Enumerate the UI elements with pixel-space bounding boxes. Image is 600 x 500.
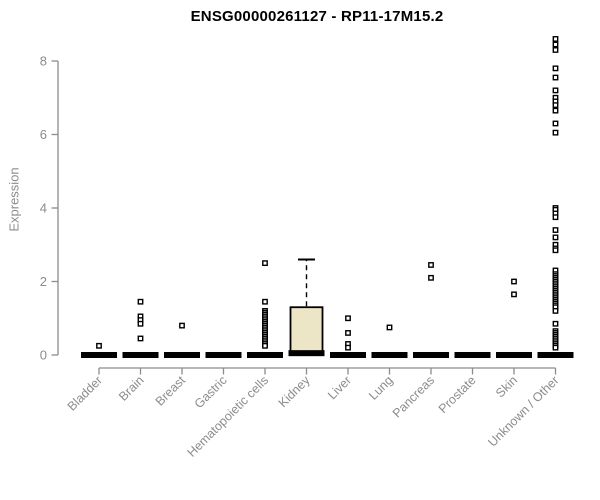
y-tick-label: 8: [40, 54, 47, 69]
outlier-point: [345, 330, 351, 336]
outlier-point: [552, 308, 559, 314]
outlier-point: [552, 120, 559, 127]
x-tick-label: Lung: [366, 373, 396, 403]
median-liver: [330, 352, 366, 358]
x-tick-label: Unknown / Other: [485, 373, 561, 449]
outlier-point: [137, 298, 144, 305]
outlier-point: [552, 227, 559, 233]
outlier-point: [262, 298, 268, 305]
median-skin: [496, 352, 532, 358]
outlier-point: [552, 65, 559, 72]
outlier-point: [386, 324, 393, 331]
y-tick-label: 6: [40, 127, 47, 142]
outlier-point: [428, 274, 434, 281]
x-tick-label: Pancreas: [390, 373, 437, 420]
outlier-point: [262, 260, 268, 267]
x-tick-label: Breast: [153, 373, 189, 409]
x-tick-label: Brain: [116, 373, 147, 404]
outlier-point: [552, 41, 559, 48]
x-tick-label: Hematopoietic cells: [185, 373, 272, 460]
outlier-point: [552, 247, 559, 254]
outlier-point: [552, 74, 559, 81]
x-tick-label: Gastric: [192, 373, 230, 411]
outlier-point: [552, 87, 559, 94]
outlier-point: [552, 102, 559, 109]
x-tick-label: Kidney: [276, 373, 313, 410]
outlier-point: [96, 342, 102, 349]
y-tick-label: 2: [40, 274, 47, 289]
median-lung: [371, 352, 408, 358]
outlier-point: [552, 36, 559, 42]
outlier-point: [262, 342, 268, 349]
outlier-point: [511, 278, 517, 285]
outlier-point: [552, 214, 559, 221]
y-tick-label: 0: [40, 348, 47, 363]
outlier-point: [345, 315, 351, 322]
y-tick-label: 4: [40, 201, 47, 216]
median-brain: [122, 352, 159, 358]
outlier-point: [428, 262, 434, 268]
median-breast: [164, 352, 200, 358]
outlier-point: [345, 344, 351, 351]
median-hematopoietic-cells: [247, 352, 283, 358]
median-kidney: [288, 350, 325, 357]
x-tick-label: Liver: [325, 373, 354, 402]
outlier-point: [552, 107, 559, 114]
median-pancreas: [413, 352, 449, 358]
x-tick-label: Skin: [493, 373, 520, 400]
outlier-point: [137, 320, 144, 327]
median-prostate: [454, 352, 491, 358]
outlier-point: [552, 320, 559, 327]
outlier-point: [179, 322, 185, 329]
outlier-point: [552, 344, 559, 351]
x-tick-label: Bladder: [65, 373, 105, 413]
outlier-point: [552, 234, 559, 241]
chart-title: ENSG00000261127 - RP11-17M15.2: [190, 8, 444, 25]
median-unknown-other: [537, 352, 574, 358]
box-kidney: [289, 306, 324, 356]
outlier-point: [552, 47, 559, 53]
outlier-point: [137, 335, 144, 342]
median-bladder: [81, 352, 117, 358]
outlier-point: [552, 129, 559, 136]
x-tick-label: Prostate: [436, 373, 479, 416]
outlier-point: [511, 291, 517, 298]
median-gastric: [205, 352, 242, 358]
